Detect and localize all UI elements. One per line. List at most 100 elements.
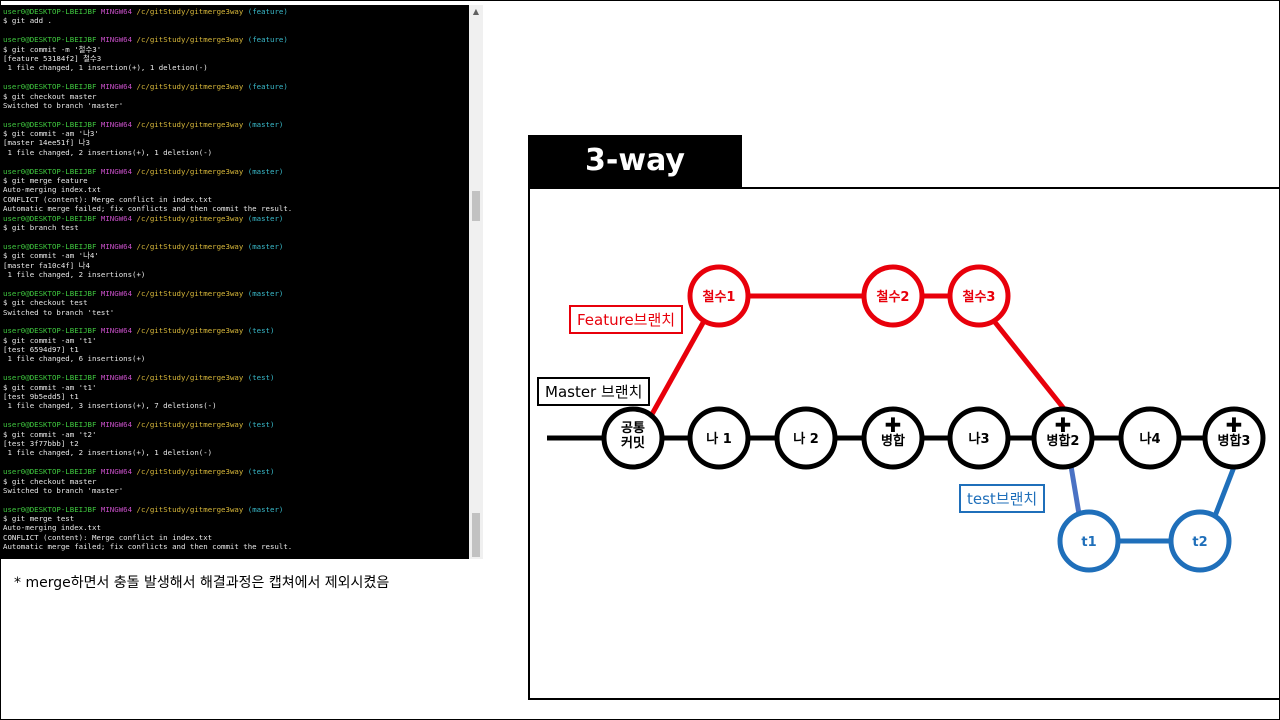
chevron-up-icon[interactable]: ▲ (472, 7, 480, 16)
terminal-segment-branch: (master) (247, 504, 284, 514)
terminal-segment-text: Automatic merge failed; fix conflicts an… (3, 542, 293, 552)
terminal-line: $ git add . (3, 16, 467, 25)
terminal-line: 1 file changed, 2 insertions(+), 1 delet… (3, 148, 467, 157)
terminal-segment-text: Auto-merging index.txt (3, 185, 101, 195)
terminal-segment-path: /c/gitStudy/gitmerge3way (136, 7, 248, 16)
terminal-segment-user: user0@DESKTOP-LBEIJBF (3, 373, 101, 383)
commit-node-m3: 나3 (947, 406, 1011, 470)
terminal-segment-branch: (test) (247, 326, 275, 336)
feature-merge-edge (992, 319, 1067, 412)
terminal-segment-text: CONFLICT (content): Merge conflict in in… (3, 194, 213, 204)
terminal-line: $ git commit -am 't1' (3, 383, 467, 392)
terminal-segment-user: user0@DESKTOP-LBEIJBF (3, 7, 101, 16)
terminal-line: $ git commit -am '나3' (3, 129, 467, 138)
terminal-segment-mingw: MINGW64 (100, 504, 137, 514)
terminal-segment-text: $ git add . (3, 16, 52, 26)
terminal-segment-branch: (feature) (247, 7, 288, 16)
terminal-segment-user: user0@DESKTOP-LBEIJBF (3, 288, 101, 298)
commit-node-merge1: ✚병합 (861, 406, 925, 470)
commit-label: 철수2 (877, 289, 910, 305)
commit-label: 철수3 (963, 289, 996, 305)
terminal-segment-mingw: MINGW64 (100, 241, 137, 251)
terminal-line: Automatic merge failed; fix conflicts an… (3, 542, 467, 551)
terminal-line: user0@DESKTOP-LBEIJBF MINGW64 /c/gitStud… (3, 373, 467, 382)
terminal-segment-text: $ git branch test (3, 222, 79, 232)
commit-circle (947, 406, 1011, 470)
git-bash-terminal[interactable]: user0@DESKTOP-LBEIJBF MINGW64 /c/gitStud… (1, 5, 469, 559)
feature-branch-label: Feature브랜치 (569, 305, 684, 334)
commit-label: 커밋 (621, 435, 645, 451)
commit-circle (861, 264, 925, 328)
commit-node-merge3: ✚병합3 (1202, 406, 1266, 470)
commit-node-m2: 나 2 (774, 406, 838, 470)
terminal-line: user0@DESKTOP-LBEIJBF MINGW64 /c/gitStud… (3, 120, 467, 129)
terminal-line: Auto-merging index.txt (3, 523, 467, 532)
commit-label: 병합3 (1218, 433, 1251, 449)
terminal-segment-text: 1 file changed, 3 insertions(+), 7 delet… (3, 401, 217, 411)
test-branch-label: test브랜치 (959, 484, 1046, 513)
diagram-title-box: 3-way (528, 135, 742, 188)
terminal-segment-text: [master fa10c4f] 나4 (3, 260, 90, 270)
terminal-segment-text: Switched to branch 'test' (3, 307, 115, 317)
terminal-segment-text: [feature 53184f2] 철수3 (3, 53, 102, 63)
terminal-segment-text: Auto-merging index.txt (3, 523, 101, 533)
terminal-line: user0@DESKTOP-LBEIJBF MINGW64 /c/gitStud… (3, 289, 467, 298)
commit-label: 나 1 (706, 431, 732, 447)
commit-label: 나3 (968, 431, 989, 447)
commit-circle (1057, 509, 1121, 573)
terminal-line: user0@DESKTOP-LBEIJBF MINGW64 /c/gitStud… (3, 326, 467, 335)
terminal-line: $ git merge feature (3, 176, 467, 185)
terminal-segment-text: $ git commit -am '나4' (3, 251, 99, 261)
terminal-segment-branch: (master) (247, 119, 284, 129)
commit-label: 철수1 (703, 289, 736, 305)
terminal-segment-text: [test 3f77bbb] t2 (3, 438, 79, 448)
terminal-line: Auto-merging index.txt (3, 185, 467, 194)
commit-circle (947, 264, 1011, 328)
terminal-segment-mingw: MINGW64 (100, 35, 137, 45)
terminal-output: user0@DESKTOP-LBEIJBF MINGW64 /c/gitStud… (3, 7, 467, 552)
terminal-segment-path: /c/gitStudy/gitmerge3way (136, 241, 248, 251)
terminal-segment-mingw: MINGW64 (100, 82, 137, 92)
terminal-line: [test 9b5edd5] t1 (3, 392, 467, 401)
terminal-line: user0@DESKTOP-LBEIJBF MINGW64 /c/gitStud… (3, 467, 467, 476)
terminal-segment-path: /c/gitStudy/gitmerge3way (136, 213, 248, 223)
terminal-line: user0@DESKTOP-LBEIJBF MINGW64 /c/gitStud… (3, 82, 467, 91)
terminal-segment-branch: (master) (247, 241, 284, 251)
terminal-segment-path: /c/gitStudy/gitmerge3way (136, 504, 248, 514)
terminal-line: user0@DESKTOP-LBEIJBF MINGW64 /c/gitStud… (3, 167, 467, 176)
terminal-segment-mingw: MINGW64 (100, 420, 137, 430)
terminal-segment-text: $ git merge test (3, 514, 75, 524)
scrollbar-thumb-lower[interactable] (472, 513, 480, 557)
terminal-segment-text: CONFLICT (content): Merge conflict in in… (3, 532, 213, 542)
terminal-line: CONFLICT (content): Merge conflict in in… (3, 195, 467, 204)
footnote: * merge하면서 충돌 발생해서 해결과정은 캡쳐에서 제외시켰음 (14, 575, 390, 591)
commit-circle (1168, 509, 1232, 573)
terminal-segment-text: Switched to branch 'master' (3, 485, 124, 495)
commit-circle (774, 406, 838, 470)
terminal-line: user0@DESKTOP-LBEIJBF MINGW64 /c/gitStud… (3, 242, 467, 251)
terminal-segment-text: 1 file changed, 2 insertions(+), 1 delet… (3, 147, 213, 157)
master-branch-label: Master 브랜치 (537, 377, 651, 406)
terminal-segment-mingw: MINGW64 (100, 119, 137, 129)
terminal-line: $ git branch test (3, 223, 467, 232)
commit-circle (1118, 406, 1182, 470)
terminal-line: user0@DESKTOP-LBEIJBF MINGW64 /c/gitStud… (3, 7, 467, 16)
commit-label: 나4 (1139, 431, 1160, 447)
terminal-segment-user: user0@DESKTOP-LBEIJBF (3, 213, 101, 223)
terminal-segment-path: /c/gitStudy/gitmerge3way (136, 373, 248, 383)
terminal-scrollbar[interactable]: ▲ (469, 5, 483, 559)
terminal-line: [test 3f77bbb] t2 (3, 439, 467, 448)
terminal-segment-text: Automatic merge failed; fix conflicts an… (3, 204, 293, 214)
terminal-line: $ git checkout master (3, 477, 467, 486)
commit-node-f3: 철수3 (947, 264, 1011, 328)
commit-node-merge2: ✚병합2 (1031, 406, 1095, 470)
terminal-segment-text: 1 file changed, 2 insertions(+) (3, 269, 146, 279)
commit-circle (687, 264, 751, 328)
terminal-segment-text: $ git merge feature (3, 176, 88, 186)
terminal-line: CONFLICT (content): Merge conflict in in… (3, 533, 467, 542)
test-merge-edge (1212, 466, 1237, 517)
terminal-segment-user: user0@DESKTOP-LBEIJBF (3, 241, 101, 251)
scrollbar-thumb[interactable] (472, 191, 480, 221)
plus-icon: ✚ (885, 413, 902, 437)
